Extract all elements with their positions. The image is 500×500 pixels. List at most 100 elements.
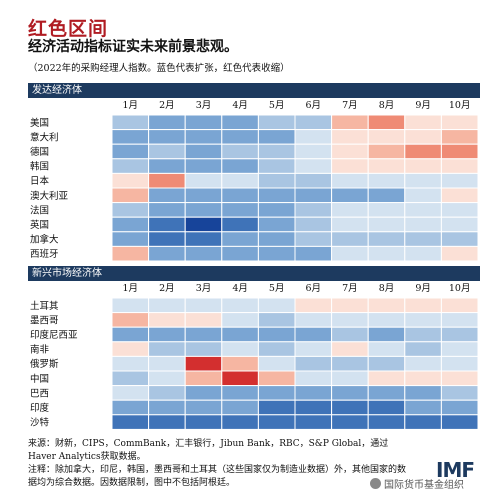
heatmap-cell <box>367 158 406 174</box>
heatmap-cell <box>184 158 223 174</box>
heatmap-cell <box>294 202 333 218</box>
heatmap-cell <box>440 158 479 174</box>
heatmap-cell <box>331 231 369 247</box>
heatmap-cell <box>331 245 369 262</box>
heatmap-cell <box>221 385 259 401</box>
heatmap-cell <box>221 187 259 204</box>
heatmap-cell <box>257 341 296 357</box>
heatmap-cell <box>184 312 223 328</box>
heatmap-cell <box>184 399 223 416</box>
heatmap-cell <box>184 114 223 131</box>
heatmap-cell <box>294 370 333 387</box>
heatmap-cell <box>440 202 479 218</box>
heatmap-cell <box>440 385 479 401</box>
heatmap-cell <box>184 245 223 262</box>
heatmap-cell <box>148 187 186 204</box>
heatmap-cell <box>294 312 333 328</box>
heatmap-cell <box>148 129 186 145</box>
country-label: 法国 <box>30 204 49 216</box>
heatmap-cell <box>440 399 479 416</box>
heatmap-cell <box>111 326 150 343</box>
heatmap-cell <box>148 385 186 401</box>
footer-notes: 注释：除加拿大，印尼，韩国，墨西哥和土耳其（这些国家仅为制造业数据）外，其他国家… <box>28 465 407 488</box>
heatmap-cell <box>331 326 369 343</box>
chart-subtitle: 经济活动指标证实未来前景悲观。 <box>28 39 238 55</box>
heatmap-cell <box>331 143 369 160</box>
heatmap-cell <box>111 202 150 218</box>
heatmap-cell <box>294 385 333 401</box>
heatmap-cell <box>294 187 333 204</box>
heatmap-cell <box>331 158 369 174</box>
heatmap-cell <box>111 143 150 160</box>
heatmap-cell <box>257 202 296 218</box>
heatmap-cell <box>331 312 369 328</box>
country-label: 德国 <box>30 146 49 158</box>
heatmap-cell <box>184 129 223 145</box>
heatmap-cell <box>184 385 223 401</box>
heatmap-cell <box>184 297 223 314</box>
country-label: 墨西哥 <box>30 315 59 326</box>
heatmap-cell <box>367 202 406 218</box>
heatmap-cell <box>331 341 369 357</box>
heatmap-cell <box>148 202 186 218</box>
heatmap-cell <box>404 172 442 189</box>
heatmap-cell <box>294 297 333 314</box>
heatmap-cell <box>367 399 406 416</box>
heatmap-cell <box>257 114 296 131</box>
wechat-label: 国际货币基金组织 <box>370 476 464 491</box>
heatmap-cell <box>111 312 150 328</box>
country-label: 西班牙 <box>30 248 59 260</box>
heatmap-cell <box>257 414 296 430</box>
heatmap-cell <box>184 172 223 189</box>
month-label: 7月 <box>342 100 358 111</box>
country-label: 日本 <box>30 175 50 187</box>
heatmap-cell <box>440 245 479 262</box>
heatmap-cell <box>404 245 442 262</box>
heatmap-cell <box>111 399 150 416</box>
heatmap-cell <box>221 143 259 160</box>
month-label: 6月 <box>306 100 322 111</box>
heatmap-cell <box>111 370 150 387</box>
heatmap-cell <box>221 341 259 357</box>
heatmap-cell <box>367 245 406 262</box>
country-label: 中国 <box>30 373 49 385</box>
heatmap-cell <box>440 216 479 233</box>
heatmap-cell <box>331 297 369 314</box>
section-header-advanced: 发达经济体 <box>28 83 480 98</box>
heatmap-cell <box>148 326 186 343</box>
heatmap-cell <box>184 370 223 387</box>
heatmap-cell <box>367 216 406 233</box>
heatmap-cell <box>221 216 259 233</box>
heatmap-cell <box>221 202 259 218</box>
heatmap-cell <box>184 341 223 357</box>
country-label: 英国 <box>30 219 49 231</box>
heatmap-cell <box>184 202 223 218</box>
country-label: 加拿大 <box>30 234 59 246</box>
heatmap-cell <box>404 312 442 328</box>
month-label: 5月 <box>269 283 285 294</box>
heatmap-cell <box>331 399 369 416</box>
month-label: 8月 <box>379 283 395 294</box>
heatmap-cell <box>331 385 369 401</box>
chart-title: 红色区间 <box>28 18 109 40</box>
heatmap-cell <box>148 399 186 416</box>
heatmap-cell <box>440 114 479 131</box>
heatmap-cell <box>367 341 406 357</box>
heatmap-cell <box>404 158 442 174</box>
heatmap-cell <box>331 114 369 131</box>
heatmap-cell <box>294 143 333 160</box>
heatmap-cell <box>148 158 186 174</box>
heatmap-cell <box>221 355 259 372</box>
heatmap-cell <box>331 216 369 233</box>
heatmap-cell <box>294 216 333 233</box>
month-label: 4月 <box>232 100 248 111</box>
heatmap-cell <box>294 158 333 174</box>
heatmap-cell <box>111 297 150 314</box>
heatmap-cell <box>367 355 406 372</box>
heatmap-cell <box>221 114 259 131</box>
imf-logo: IMF <box>436 458 475 482</box>
heatmap-cell <box>257 399 296 416</box>
heatmap-cell <box>331 129 369 145</box>
heatmap-cell <box>111 355 150 372</box>
